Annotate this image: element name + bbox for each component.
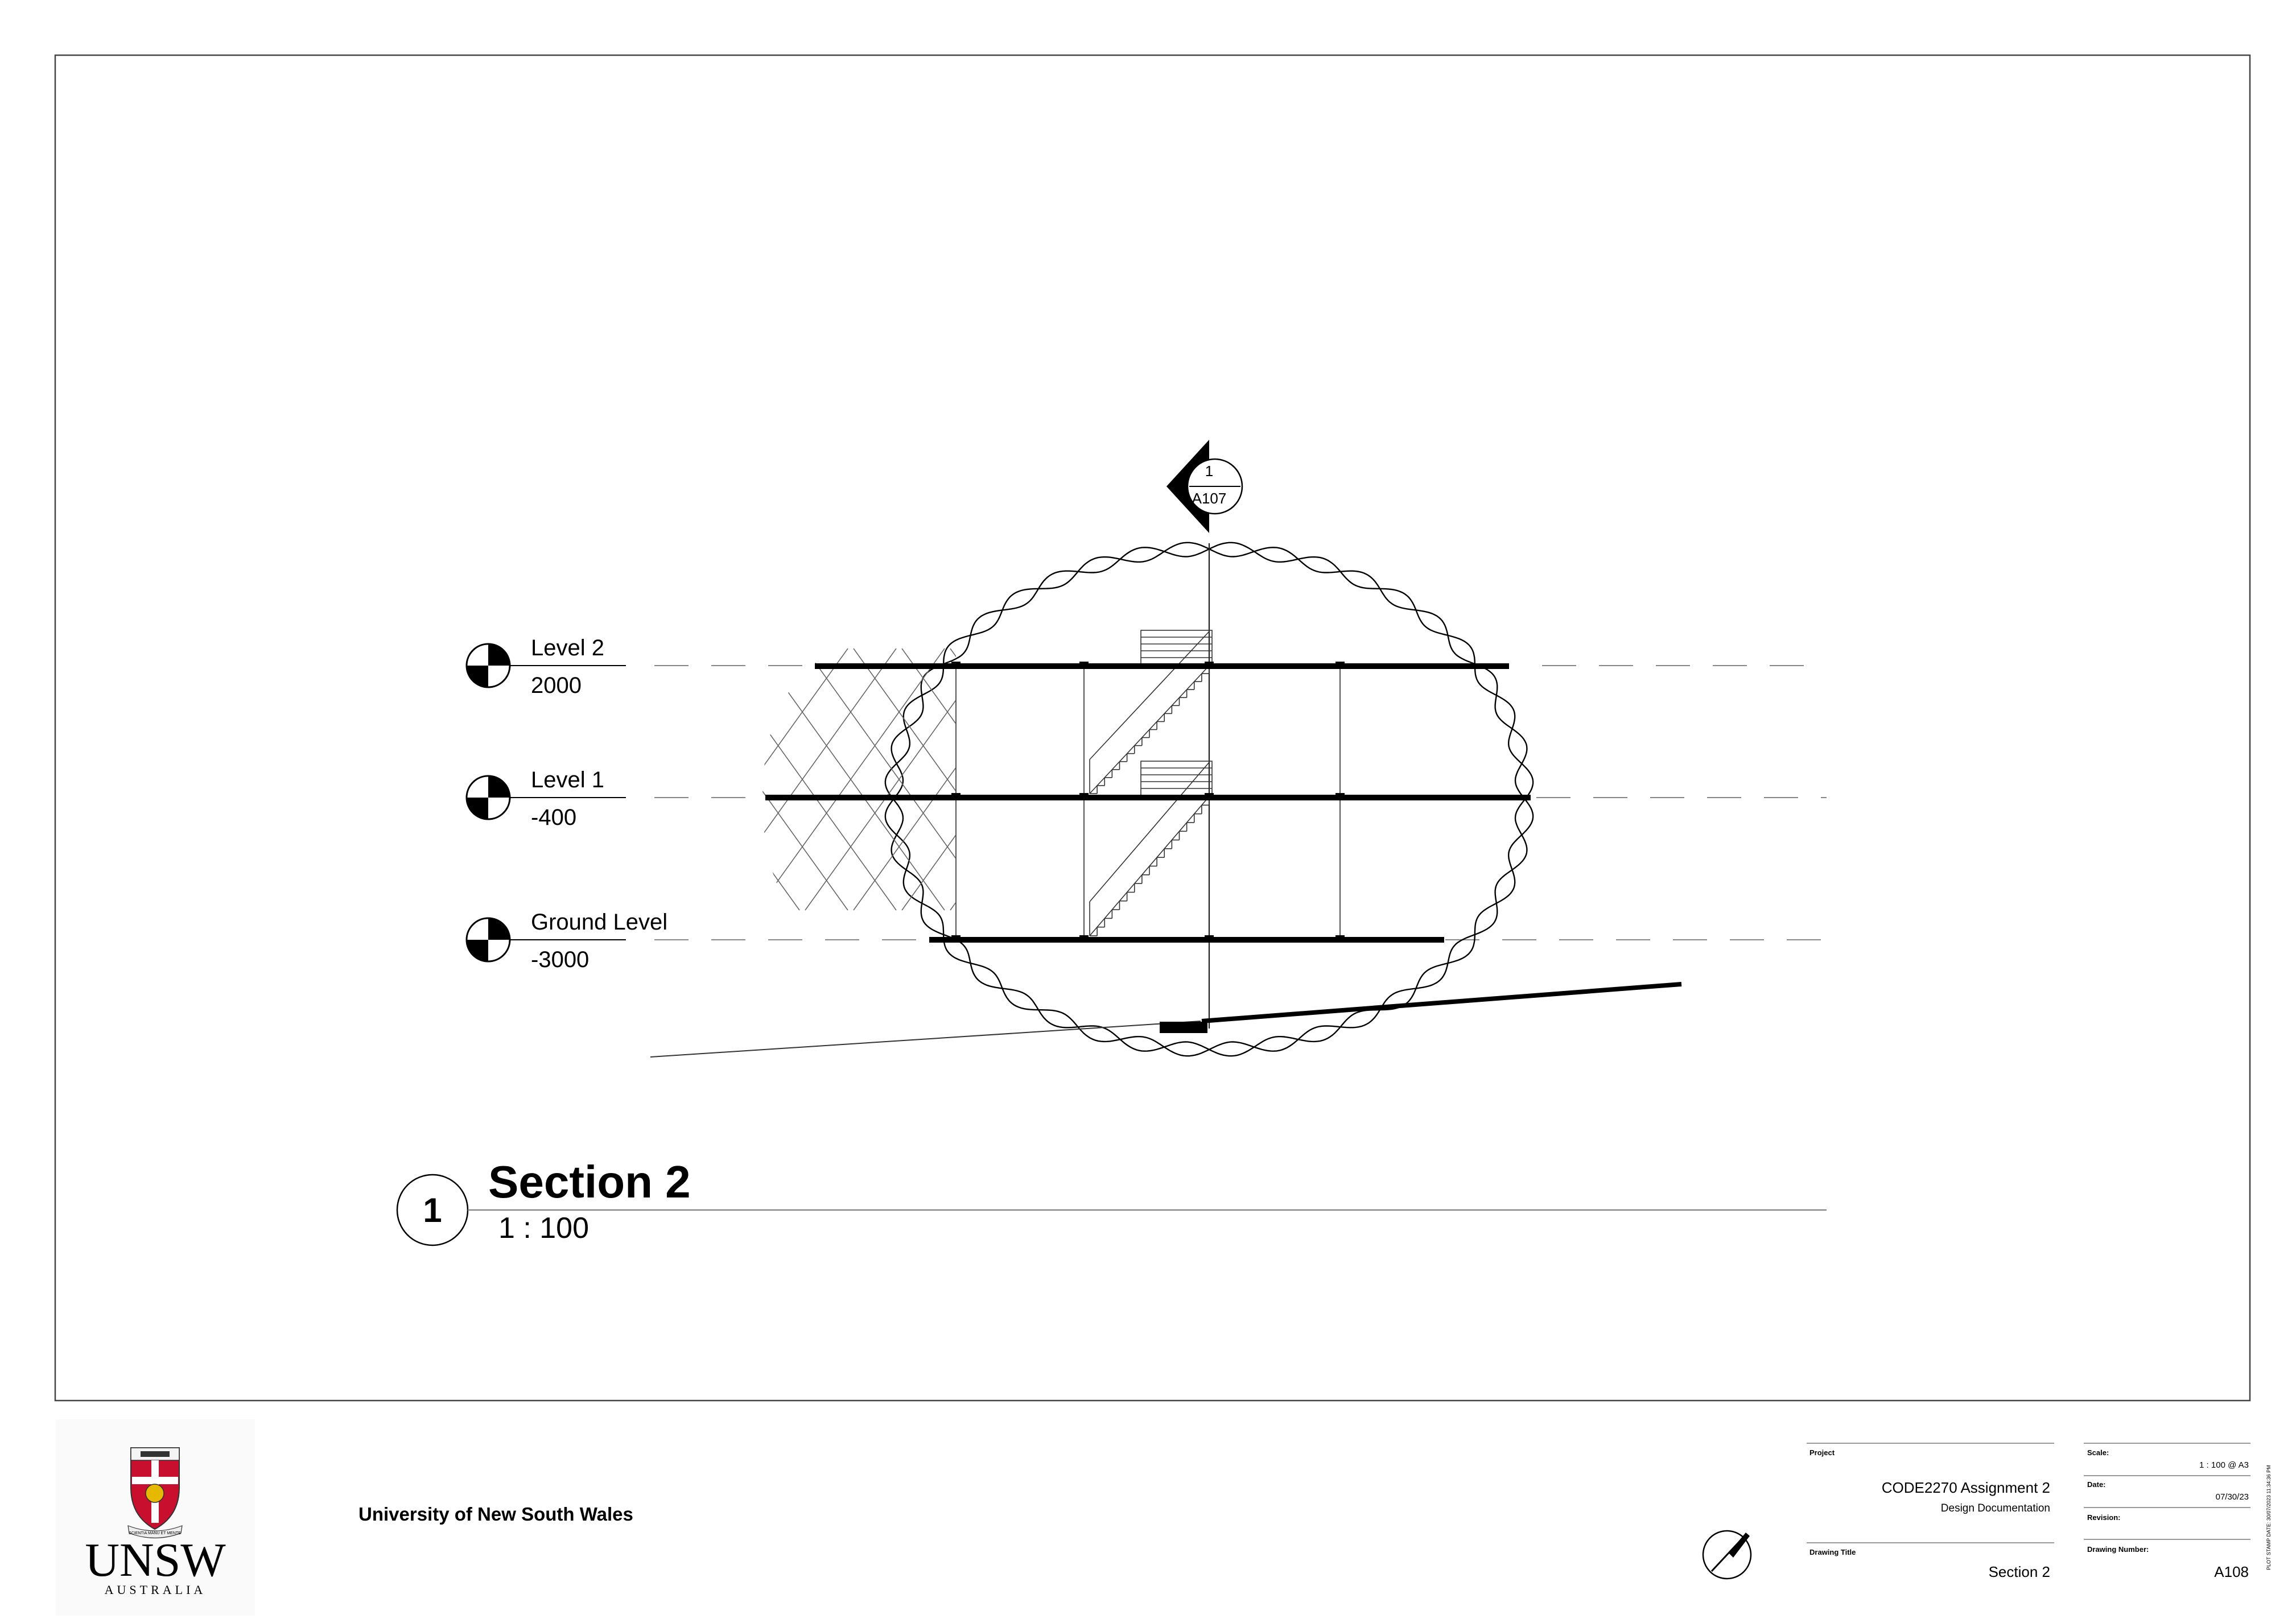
- diagrid-member: [762, 648, 800, 911]
- section-head-marker: 1 A107: [1166, 440, 1243, 533]
- scale-value: 1 : 100 @ A3: [2199, 1460, 2249, 1470]
- section-marker-sheet: A107: [1192, 490, 1227, 507]
- slab-level-1: [765, 795, 1531, 800]
- project-sub: Design Documentation: [1941, 1502, 2050, 1514]
- drawing-number: A108: [2214, 1563, 2249, 1580]
- diagrid-member: [762, 648, 945, 911]
- logo-wordmark: UNSW: [85, 1534, 226, 1587]
- view-title: 1 Section 2 1 : 100: [396, 1157, 1827, 1246]
- level-2-name: Level 2: [531, 635, 604, 660]
- diagrid-member: [999, 649, 1186, 910]
- crest-motto: SCIENTIA MANU ET MENTE: [129, 1531, 181, 1535]
- north-point: [1702, 1530, 1752, 1580]
- view-title-name: Section 2: [488, 1157, 691, 1207]
- level-1-elevation: -400: [531, 805, 576, 830]
- balustrade-level-2: [1140, 630, 1213, 665]
- diagrid-member: [762, 648, 897, 911]
- diagrid-member: [950, 648, 956, 911]
- terrain-line-left: [650, 1021, 1201, 1058]
- section-drawing: Level 2 2000 Level 1 -400 Ground Level -…: [465, 440, 1827, 1058]
- ground-level-name: Ground Level: [531, 910, 667, 935]
- drawing-number-label: Drawing Number:: [2087, 1545, 2149, 1554]
- level-1-name: Level 1: [531, 767, 604, 792]
- project-label: Project: [1809, 1448, 1835, 1457]
- view-title-number: 1: [423, 1191, 442, 1229]
- diagrid-member: [762, 648, 848, 911]
- view-title-scale: 1 : 100: [498, 1212, 589, 1245]
- stair-handrail: [1089, 631, 1210, 760]
- level-datum-lines: [654, 665, 1827, 940]
- foundation-pad: [1160, 1022, 1207, 1033]
- drawing-title-label: Drawing Title: [1809, 1548, 1856, 1556]
- diagrid-member: [762, 648, 848, 911]
- level-2-elevation: 2000: [531, 673, 582, 698]
- date-value: 07/30/23: [2216, 1492, 2249, 1502]
- institution-name: University of New South Wales: [358, 1504, 633, 1525]
- scale-label: Scale:: [2087, 1448, 2109, 1457]
- slab-nodes: [951, 662, 1345, 940]
- columns: [955, 543, 1341, 1029]
- date-label: Date:: [2087, 1480, 2106, 1489]
- project-name: CODE2270 Assignment 2: [1882, 1479, 2050, 1496]
- title-block: Project CODE2270 Assignment 2 Design Doc…: [1807, 1443, 2272, 1580]
- sheet-border: [54, 54, 2251, 1402]
- level-marker-level-1: [465, 775, 626, 820]
- plot-stamp: PLOT STAMP DATE: 30/07/2023 11:34:36 PM: [2266, 1465, 2272, 1570]
- diagrid-member: [999, 649, 1186, 910]
- diagrid-member: [805, 648, 956, 911]
- slab-ground-level: [929, 937, 1444, 943]
- stair-handrail: [1089, 762, 1210, 902]
- diagrid-member: [853, 648, 956, 911]
- terrain-line-right: [1201, 982, 1682, 1023]
- ground-level-elevation: -3000: [531, 947, 589, 972]
- diagrid-member: [901, 648, 956, 911]
- diagrid-member: [762, 648, 800, 911]
- diagrid-member: [901, 648, 956, 911]
- logo-subtitle: AUSTRALIA: [105, 1583, 207, 1597]
- unsw-logo: SCIENTIA MANU ET MENTE UNSW AUSTRALIA: [56, 1419, 255, 1616]
- section-marker-number: 1: [1205, 462, 1213, 480]
- level-marker-level-2: [465, 643, 626, 688]
- level-marker-ground-level: [465, 917, 626, 963]
- floor-slabs: [765, 663, 1531, 943]
- slab-level-2: [815, 663, 1509, 669]
- balustrade-level-1: [1140, 761, 1213, 796]
- diagrid-member: [950, 648, 956, 911]
- staircases: [1089, 630, 1213, 936]
- drawing-title: Section 2: [1989, 1563, 2050, 1580]
- revision-label: Revision:: [2087, 1513, 2121, 1522]
